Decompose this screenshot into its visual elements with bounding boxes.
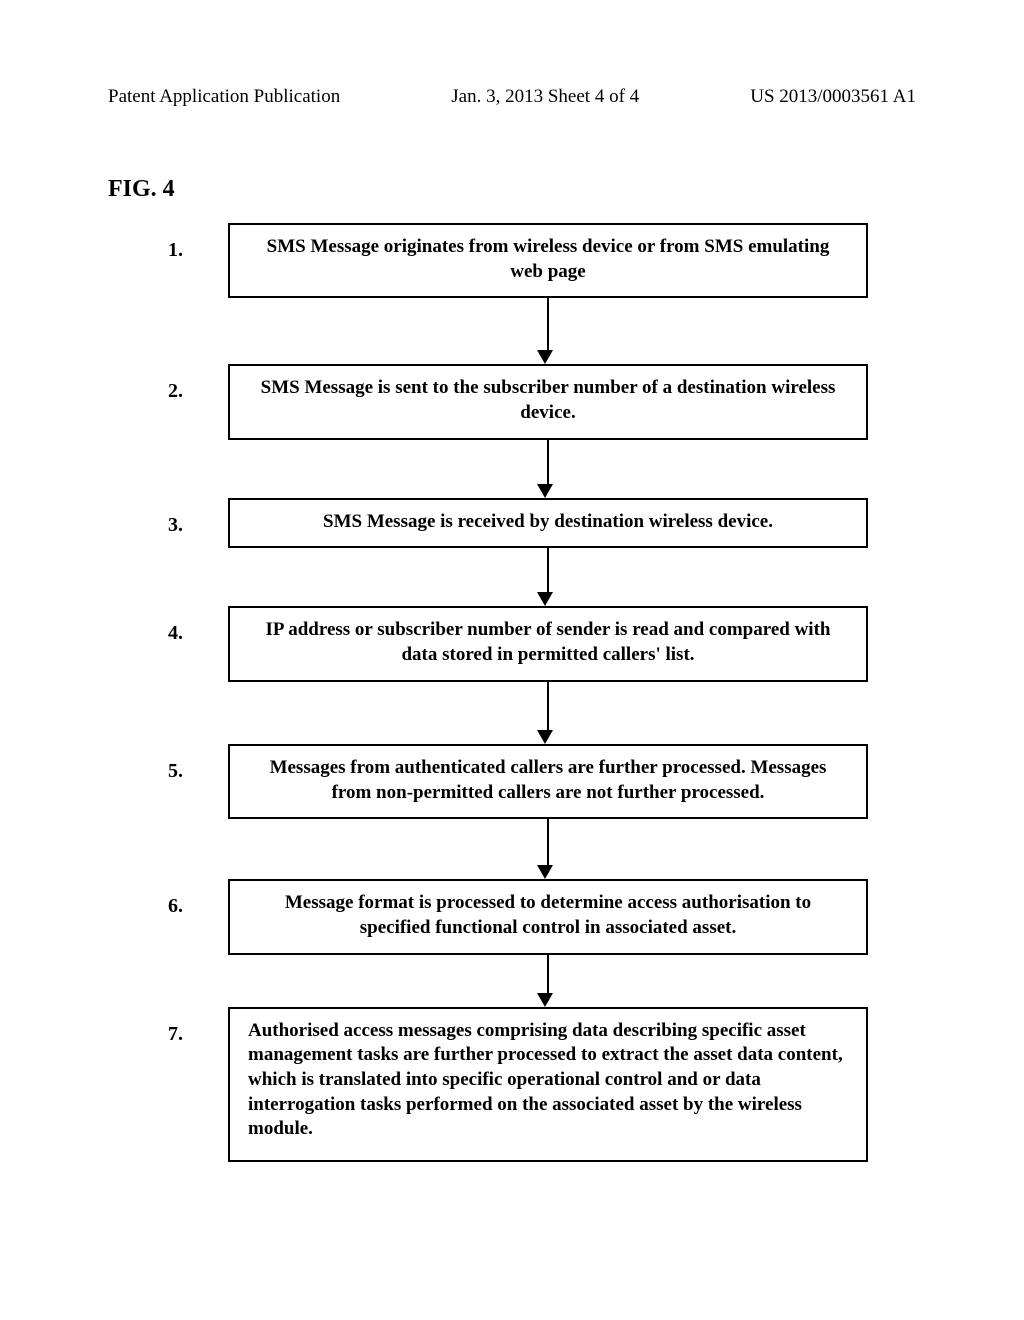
flowchart-arrow <box>228 440 868 498</box>
flowchart-step: 7.Authorised access messages comprising … <box>168 1007 914 1162</box>
header-center: Jan. 3, 2013 Sheet 4 of 4 <box>451 86 639 108</box>
step-number: 2. <box>168 364 228 403</box>
arrow-line <box>547 955 549 993</box>
step-number: 4. <box>168 606 228 645</box>
arrow-down-icon <box>537 993 553 1007</box>
step-number: 1. <box>168 223 228 262</box>
step-number: 3. <box>168 498 228 537</box>
arrow-down-icon <box>537 730 553 744</box>
flowchart-step: 1.SMS Message originates from wireless d… <box>168 223 914 298</box>
step-box: Message format is processed to determine… <box>228 879 868 954</box>
step-box: Authorised access messages comprising da… <box>228 1007 868 1162</box>
arrow-down-icon <box>537 865 553 879</box>
flowchart: 1.SMS Message originates from wireless d… <box>0 223 1024 1162</box>
step-box: Messages from authenticated callers are … <box>228 744 868 819</box>
step-box: SMS Message originates from wireless dev… <box>228 223 868 298</box>
step-box: IP address or subscriber number of sende… <box>228 606 868 681</box>
step-number: 6. <box>168 879 228 918</box>
header-right: US 2013/0003561 A1 <box>750 86 916 108</box>
flowchart-step: 5.Messages from authenticated callers ar… <box>168 744 914 819</box>
flowchart-arrow <box>228 955 868 1007</box>
step-number: 7. <box>168 1007 228 1046</box>
step-box: SMS Message is received by destination w… <box>228 498 868 549</box>
step-box: SMS Message is sent to the subscriber nu… <box>228 364 868 439</box>
step-number: 5. <box>168 744 228 783</box>
flowchart-arrow <box>228 819 868 879</box>
arrow-line <box>547 819 549 865</box>
flowchart-arrow <box>228 682 868 744</box>
arrow-down-icon <box>537 350 553 364</box>
flowchart-step: 3.SMS Message is received by destination… <box>168 498 914 549</box>
flowchart-arrow <box>228 298 868 364</box>
header-left: Patent Application Publication <box>108 86 340 108</box>
arrow-down-icon <box>537 592 553 606</box>
arrow-line <box>547 440 549 484</box>
arrow-line <box>547 548 549 592</box>
flowchart-step: 6.Message format is processed to determi… <box>168 879 914 954</box>
flowchart-step: 2.SMS Message is sent to the subscriber … <box>168 364 914 439</box>
flowchart-step: 4.IP address or subscriber number of sen… <box>168 606 914 681</box>
flowchart-arrow <box>228 548 868 606</box>
arrow-line <box>547 682 549 730</box>
page-header: Patent Application Publication Jan. 3, 2… <box>0 0 1024 108</box>
arrow-line <box>547 298 549 350</box>
arrow-down-icon <box>537 484 553 498</box>
figure-label: FIG. 4 <box>108 176 1024 203</box>
